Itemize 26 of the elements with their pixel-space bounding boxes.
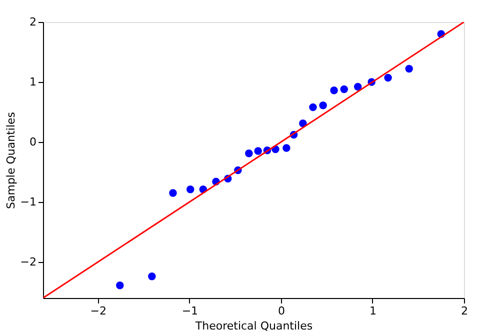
y-tick-label: 0: [30, 136, 36, 148]
y-axis-title: Sample Quantiles: [4, 112, 18, 210]
x-tick-label: −2: [90, 304, 107, 318]
x-tick-label: 1: [369, 304, 376, 318]
x-tick-label: 2: [461, 304, 468, 318]
point: [330, 86, 338, 94]
point: [186, 186, 194, 194]
point: [148, 272, 156, 280]
point: [116, 282, 124, 290]
point: [169, 189, 177, 197]
x-tick-label: 0: [278, 304, 285, 318]
point: [384, 74, 392, 82]
x-axis-title: Theoretical Quantiles: [194, 320, 313, 332]
point: [245, 150, 253, 158]
y-tick-label: −1: [20, 196, 36, 208]
point: [309, 103, 317, 112]
point: [354, 82, 362, 91]
point: [319, 102, 327, 110]
y-tick-label: −2: [20, 256, 36, 268]
point: [405, 64, 413, 73]
y-tick-label: 1: [30, 76, 36, 88]
point: [340, 85, 348, 94]
point: [254, 147, 262, 155]
y-tick-label: 2: [30, 16, 36, 28]
x-tick-label: −1: [182, 304, 198, 318]
point: [282, 144, 290, 152]
